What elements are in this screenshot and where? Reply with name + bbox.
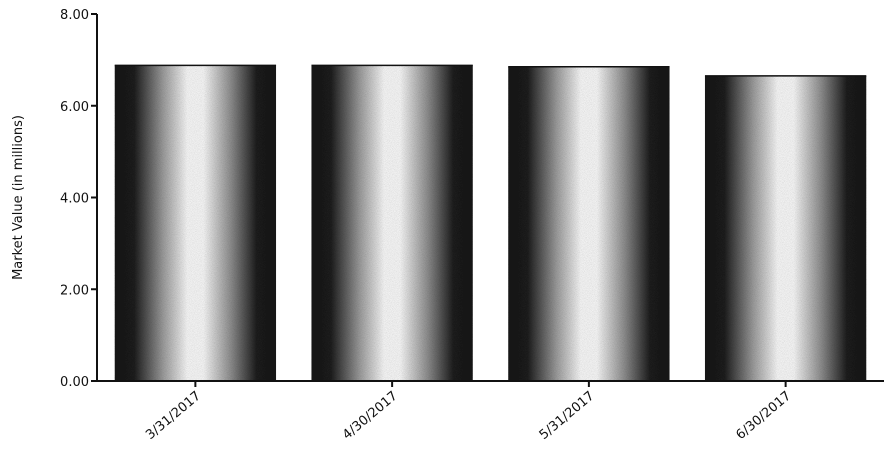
bar-5-31-2017 — [508, 66, 670, 381]
y-tick-label: 6.00 — [60, 100, 89, 115]
bar-3-31-2017 — [114, 65, 277, 381]
y-tick-label: 2.00 — [60, 283, 89, 298]
x-axis-ticks: 3/31/2017 4/30/2017 5/31/2017 6/30/2017 — [143, 381, 794, 443]
y-axis-title: Market Value (in millions) — [11, 115, 26, 280]
x-tick-label: 5/31/2017 — [537, 389, 598, 443]
x-tick-label: 4/30/2017 — [340, 389, 401, 443]
x-tick-label: 3/31/2017 — [143, 389, 204, 443]
y-tick-label: 0.00 — [60, 375, 89, 390]
bar-4-30-2017 — [311, 65, 473, 381]
y-tick-label: 4.00 — [60, 192, 89, 207]
bar-6-30-2017 — [704, 75, 867, 382]
y-axis-ticks: 0.00 2.00 4.00 6.00 8.00 — [60, 8, 97, 390]
x-tick-label: 6/30/2017 — [733, 389, 794, 443]
y-tick-label: 8.00 — [60, 8, 89, 23]
bars — [114, 64, 867, 382]
